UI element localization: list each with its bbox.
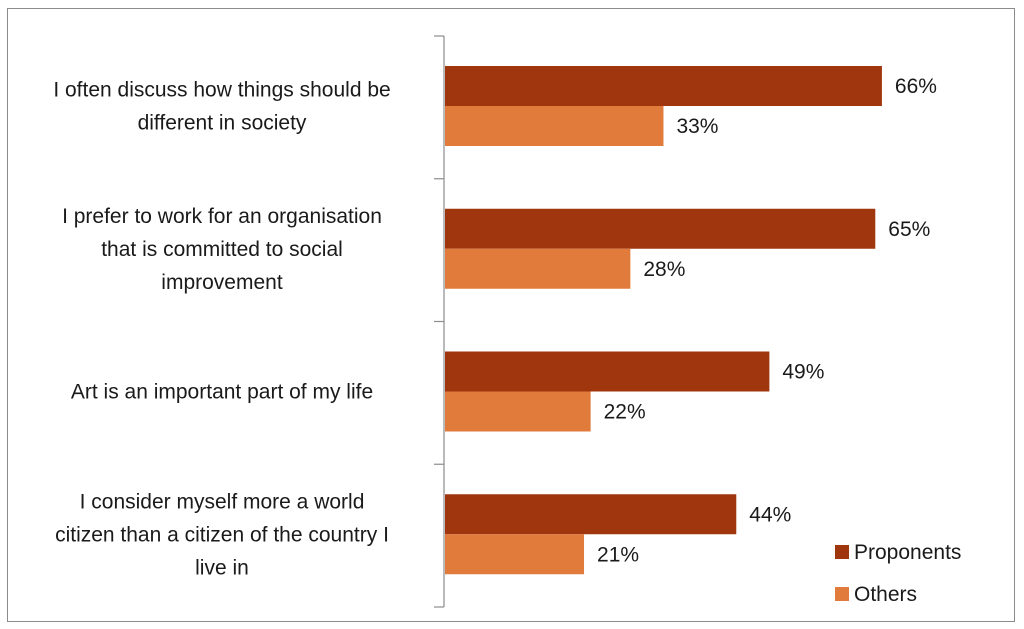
legend-label-proponents: Proponents <box>854 541 961 564</box>
data-label-proponents-2: 65% <box>888 218 930 241</box>
category-label-4: I consider myself more a world citizen th… <box>55 490 389 579</box>
data-label-proponents-3: 49% <box>782 361 824 384</box>
bar-proponents-1 <box>445 66 882 106</box>
bar-others-3 <box>445 391 591 432</box>
bars <box>445 66 882 575</box>
legend-label-others: Others <box>854 583 917 606</box>
bar-proponents-3 <box>445 351 770 392</box>
bar-others-2 <box>445 248 631 289</box>
data-label-others-3: 22% <box>604 401 646 424</box>
data-label-others-2: 28% <box>643 258 685 281</box>
bar-others-1 <box>445 106 664 146</box>
category-label-3: Art is an important part of my life <box>71 381 373 404</box>
data-label-others-4: 21% <box>597 543 639 566</box>
bar-proponents-2 <box>445 208 876 249</box>
category-label-2: I prefer to work for an organisation that… <box>62 205 382 294</box>
legend-swatch-proponents <box>835 545 849 559</box>
data-label-proponents-1: 66% <box>895 75 937 98</box>
data-label-proponents-4: 44% <box>749 503 791 526</box>
bar-others-4 <box>445 534 585 575</box>
bar-proponents-4 <box>445 494 737 535</box>
data-labels: 66% 33% 65% 28% 49% 22% 44% 21% <box>597 75 937 566</box>
legend: Proponents Others <box>835 541 961 606</box>
category-labels: I often discuss how things should be diff… <box>53 79 390 580</box>
category-axis <box>434 35 445 608</box>
legend-swatch-others <box>835 587 849 601</box>
data-label-others-1: 33% <box>676 115 718 138</box>
category-label-1: I often discuss how things should be diff… <box>53 79 390 135</box>
